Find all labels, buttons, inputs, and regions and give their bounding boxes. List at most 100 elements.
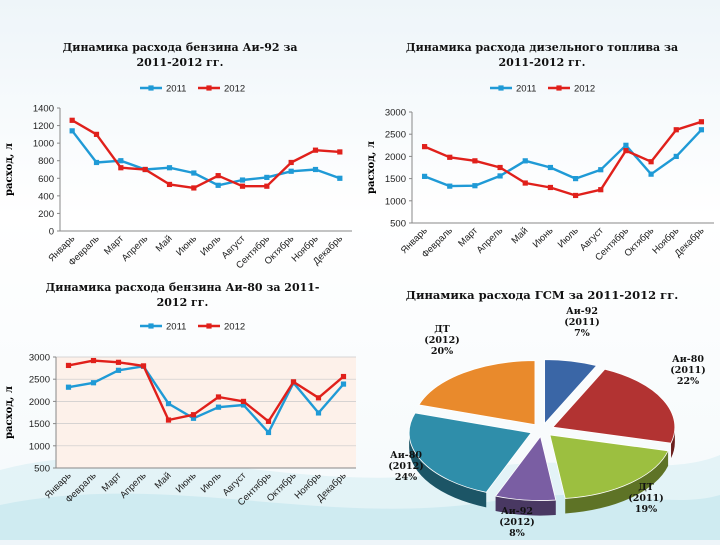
ai80-series-2012-point <box>340 373 347 380</box>
ai80-series-2011-point <box>215 404 222 410</box>
dt-xtick-label: Апрель <box>475 225 506 256</box>
ai80-legend-2011-marker <box>148 323 154 329</box>
dt-ytick-label: 1000 <box>385 196 406 207</box>
ai80-xtick-label: Июль <box>199 470 224 495</box>
ai80-series-2011-point <box>165 401 172 407</box>
chart-ai80-title: Динамика расхода бензина Аи-80 за 2011-2… <box>45 281 320 309</box>
dt-ytick-label: 2000 <box>385 152 406 163</box>
ai92-ytick-label: 0 <box>49 227 54 238</box>
ai92-legend-2012-marker <box>206 85 212 91</box>
ai80-series-2011-point <box>240 402 247 408</box>
dt-series-2011-line <box>424 128 703 188</box>
pie-slice <box>544 359 598 425</box>
dt-series-2012-point <box>598 187 604 193</box>
pie-label: ДТ (2012) 20% <box>424 324 459 357</box>
ai80-series-2011-point <box>315 410 322 416</box>
ai92-xtick-label: Апрель <box>120 233 151 264</box>
ai92-series-2011-point <box>264 174 270 181</box>
ai80-series-2012-point <box>215 394 222 400</box>
ai80-ytick-label: 3000 <box>29 353 50 364</box>
pie-label: Аи-92 (2011) 7% <box>564 306 599 339</box>
dt-series-2011-point <box>572 176 579 182</box>
chart-gsm: Динамика расхода ГСМ за 2011-2012 гг. Аи… <box>362 278 720 540</box>
dt-xtick-label: Июль <box>556 225 581 250</box>
dt-ytick-label: 2500 <box>385 130 406 141</box>
ai92-series-2012-line <box>71 119 340 190</box>
dt-series-2012-point <box>673 127 679 133</box>
ai80-series-2011-point <box>190 415 197 421</box>
dt-series-2011-point <box>673 153 679 159</box>
chart-gsm-plot: Аи-92 (2011) 7% Аи-80 (2011) 22% ДТ (2011) 19% Аи… <box>388 306 705 539</box>
ai92-ytick-label: 1400 <box>33 104 54 115</box>
pie-slice <box>552 368 676 444</box>
ai80-series-2012-point <box>115 359 122 365</box>
dt-series-2012-point <box>421 144 428 150</box>
pie-slice <box>408 412 532 493</box>
chart-ai92-title: Динамика расхода бензина Аи-92 за 2011-2… <box>62 41 298 69</box>
ai80-ytick-label: 2500 <box>29 375 50 386</box>
ai80-series-2012-point <box>240 398 247 404</box>
pie-label: Аи-80 (2012) 24% <box>388 450 423 483</box>
ai92-ytick-label: 600 <box>38 174 54 185</box>
dt-legend-2012-marker <box>556 85 562 91</box>
dt-series-2012-point <box>522 180 528 186</box>
ai92-series-2011-point <box>239 177 246 183</box>
chart-dt-title: Динамика расхода дизельного топлива за 2… <box>405 41 679 69</box>
ai92-ytick-label: 1000 <box>33 139 54 150</box>
dt-plot-area <box>412 112 714 223</box>
chart-ai80: Динамика расхода бензина Аи-80 за 2011-2… <box>0 278 362 540</box>
pie-slice-side <box>671 427 675 459</box>
ai92-series-2011-point <box>288 168 294 174</box>
dt-series-2011-point <box>497 173 503 179</box>
ai92-series-2012-point <box>166 181 173 188</box>
ai80-series-2011-point <box>65 384 72 390</box>
pie-slice-side <box>409 432 487 508</box>
ai92-series-2011-point <box>166 165 173 171</box>
dt-series-2011-point <box>421 173 428 179</box>
dt-series-2011-point <box>698 127 705 133</box>
ai80-legend-2012-label: 2012 <box>224 322 245 333</box>
ai80-series-2011-line <box>68 365 345 434</box>
dt-series-2011-point <box>598 167 604 173</box>
dt-series-2012-point <box>547 184 554 191</box>
pie-slice <box>549 434 669 499</box>
dt-ytick-label: 3000 <box>385 108 406 119</box>
dt-series-2011-point <box>447 183 453 189</box>
ai80-series-2012-point <box>190 412 197 418</box>
ai92-ytick-label: 400 <box>38 191 54 202</box>
dt-xtick-label: Июнь <box>531 225 556 250</box>
dt-ytick-label: 1500 <box>385 174 406 185</box>
pie-label: Аи-80 (2011) 22% <box>670 354 705 387</box>
ai92-series-2011-point <box>337 175 343 181</box>
ai92-series-2011-point <box>215 182 221 188</box>
dt-series-2012-point <box>497 164 503 171</box>
ai80-ytick-label: 1000 <box>29 441 50 452</box>
ai80-series-2012-point <box>165 417 172 423</box>
ai92-series-2012-point <box>288 159 294 166</box>
pie-slice <box>494 435 557 501</box>
ai80-ytick-label: 500 <box>34 464 50 475</box>
ai92-series-2012-point <box>264 183 270 189</box>
ai92-ytick-label: 1200 <box>33 121 54 132</box>
ai92-legend-2011-marker <box>148 85 154 91</box>
dt-series-2011-point <box>623 142 629 148</box>
ai92-series-2012-point <box>239 183 246 189</box>
chart-gsm-title: Динамика расхода ГСМ за 2011-2012 гг. <box>405 288 679 302</box>
ai80-series-2012-point <box>290 379 297 385</box>
dt-series-2011-point <box>547 164 554 171</box>
pie-label: Аи-92 (2012) 8% <box>499 506 534 539</box>
ai92-series-2012-point <box>215 173 221 179</box>
dt-legend-2011-label: 2011 <box>516 84 536 95</box>
ai80-series-2012-point <box>140 363 147 369</box>
ai80-series-2011-point <box>340 381 347 387</box>
dt-series-2011-point <box>522 158 528 164</box>
dt-xtick-label: Май <box>509 225 530 246</box>
ai92-ytick-label: 200 <box>38 209 54 220</box>
ai92-series-2011-point <box>312 166 319 173</box>
ai92-series-2012-point <box>191 185 197 191</box>
ai92-series-2012-point <box>69 117 75 123</box>
dt-series-2012-point <box>472 158 478 164</box>
